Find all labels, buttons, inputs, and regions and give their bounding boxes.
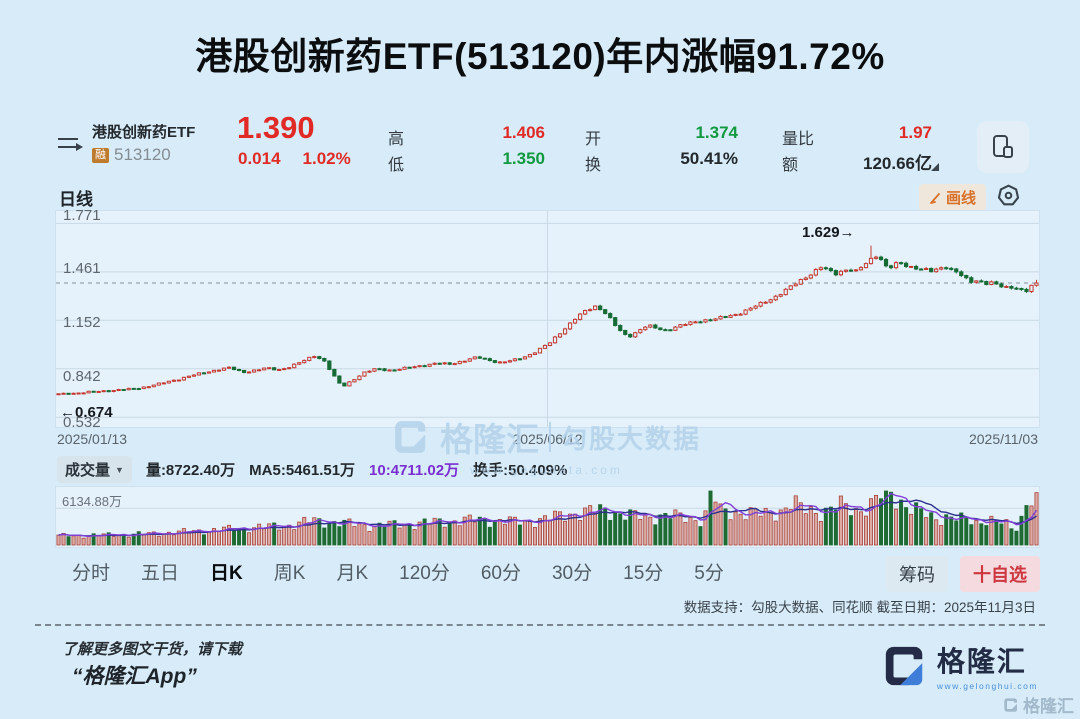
volume-value: 量:8722.40万 (145, 462, 236, 479)
brand-name: 格隆汇 (936, 646, 1027, 677)
x-label-end: 2025/11/03 (968, 431, 1038, 447)
field-value-volratio: 1.97 (898, 123, 932, 142)
price-change-pct: 1.02% (302, 149, 351, 168)
corner-watermark: 格隆汇 (1003, 692, 1074, 717)
corner-watermark-text: 格隆汇 (1023, 697, 1074, 716)
settings-gear-icon[interactable] (997, 184, 1020, 207)
amount-expand-icon[interactable] (931, 163, 939, 171)
year-low-annotation: ←0.674 (60, 404, 113, 421)
x-label-mid: 2025/06/12 (512, 431, 583, 447)
price-change-row: 0.014 1.02% (238, 149, 351, 169)
y-tick-1: 1.461 (63, 260, 101, 277)
candlestick-chart-panel[interactable]: 1.771 1.461 1.152 0.842 0.532 1.629→ ←0.… (55, 207, 1040, 431)
chips-distribution-button[interactable]: 筹码 (886, 556, 948, 592)
y-tick-2: 1.152 (63, 314, 101, 331)
candlestick-chart (56, 211, 1039, 427)
volume-indicator-row: 成交量 ▼ 量:8722.40万 MA5:5461.51万 10:4711.02万… (57, 456, 567, 483)
y-tick-3: 0.842 (63, 368, 101, 385)
footer-promo-line1: 了解更多图文干货，请下载 (62, 641, 243, 658)
tab-5[interactable]: 120分 (399, 563, 450, 584)
gelonghui-logo-icon (885, 646, 923, 685)
x-axis: 2025/01/13 2025/06/12 2025/11/03 (55, 431, 1040, 449)
volume-ma5: MA5:5461.51万 (249, 462, 356, 479)
volume-scale-label: 6134.88万 (62, 494, 122, 509)
field-label-amount: 额 (782, 157, 799, 174)
x-label-start: 2025/01/13 (57, 431, 128, 447)
brand-url: www.gelonghui.com (936, 681, 1038, 691)
last-price: 1.390 (237, 110, 315, 145)
field-label-turnover: 换 (585, 157, 602, 174)
year-high-annotation: 1.629→ (802, 224, 855, 241)
tab-4[interactable]: 月K (336, 563, 369, 584)
field-label-high: 高 (388, 131, 405, 148)
field-value-turnover: 50.41% (680, 149, 738, 168)
page-title: 港股创新药ETF(513120)年内涨幅91.72% (195, 36, 885, 77)
rotate-screen-button[interactable] (977, 121, 1029, 173)
tab-2[interactable]: 日K (210, 563, 243, 584)
dashed-separator (35, 624, 1045, 626)
field-value-open: 1.374 (695, 123, 738, 142)
field-label-low: 低 (388, 157, 405, 174)
volume-ma10: 10:4711.02万 (369, 462, 460, 479)
stock-code: 513120 (114, 145, 171, 164)
tab-1[interactable]: 五日 (141, 563, 180, 584)
indicator-dropdown[interactable]: 成交量 ▼ (57, 456, 132, 483)
data-source-note: 数据支持：勾股大数据、同花顺 截至日期：2025年11月3日 (683, 600, 1036, 615)
back-list-icon[interactable] (57, 133, 84, 155)
period-tabs: 分时 五日 日K 周K 月K 120分 60分 30分 15分 5分 (72, 558, 724, 585)
action-chips: 筹码 十自选 (886, 556, 1040, 592)
y-tick-0: 1.771 (63, 207, 101, 224)
chevron-down-icon: ▼ (115, 464, 124, 475)
brand-logo: 格隆汇 www.gelonghui.com (882, 640, 1038, 691)
stock-code-row: 融 513120 (92, 145, 171, 165)
pencil-icon (930, 192, 940, 204)
field-label-open: 开 (585, 131, 602, 148)
tab-9[interactable]: 5分 (694, 563, 724, 584)
field-value-low: 1.350 (502, 149, 545, 168)
tab-0[interactable]: 分时 (72, 563, 111, 584)
tab-3[interactable]: 周K (273, 563, 306, 584)
draw-line-button[interactable]: 画线 (919, 184, 987, 211)
margin-badge: 融 (92, 147, 109, 163)
footer-promo-line2: “格隆汇App” (72, 665, 197, 688)
tab-6[interactable]: 60分 (480, 563, 521, 584)
turnover-value: 换手:50.409% (473, 462, 568, 479)
volume-chart-panel[interactable]: 6134.88万 (55, 486, 1040, 548)
volume-chart (56, 490, 1039, 546)
corner-watermark-icon (1004, 697, 1017, 712)
field-value-high: 1.406 (502, 123, 545, 142)
add-watchlist-button[interactable]: 十自选 (960, 556, 1040, 592)
period-label: 日线 (59, 190, 93, 209)
tab-8[interactable]: 15分 (623, 563, 664, 584)
stock-name: 港股创新药ETF (92, 124, 196, 141)
field-value-amount: 120.66亿 (863, 154, 932, 173)
y-tick-4: 0.532 (63, 414, 101, 431)
price-change: 0.014 (238, 149, 281, 168)
tab-7[interactable]: 30分 (551, 563, 593, 584)
phone-rotate-icon (993, 135, 1013, 158)
field-label-volratio: 量比 (782, 131, 815, 148)
